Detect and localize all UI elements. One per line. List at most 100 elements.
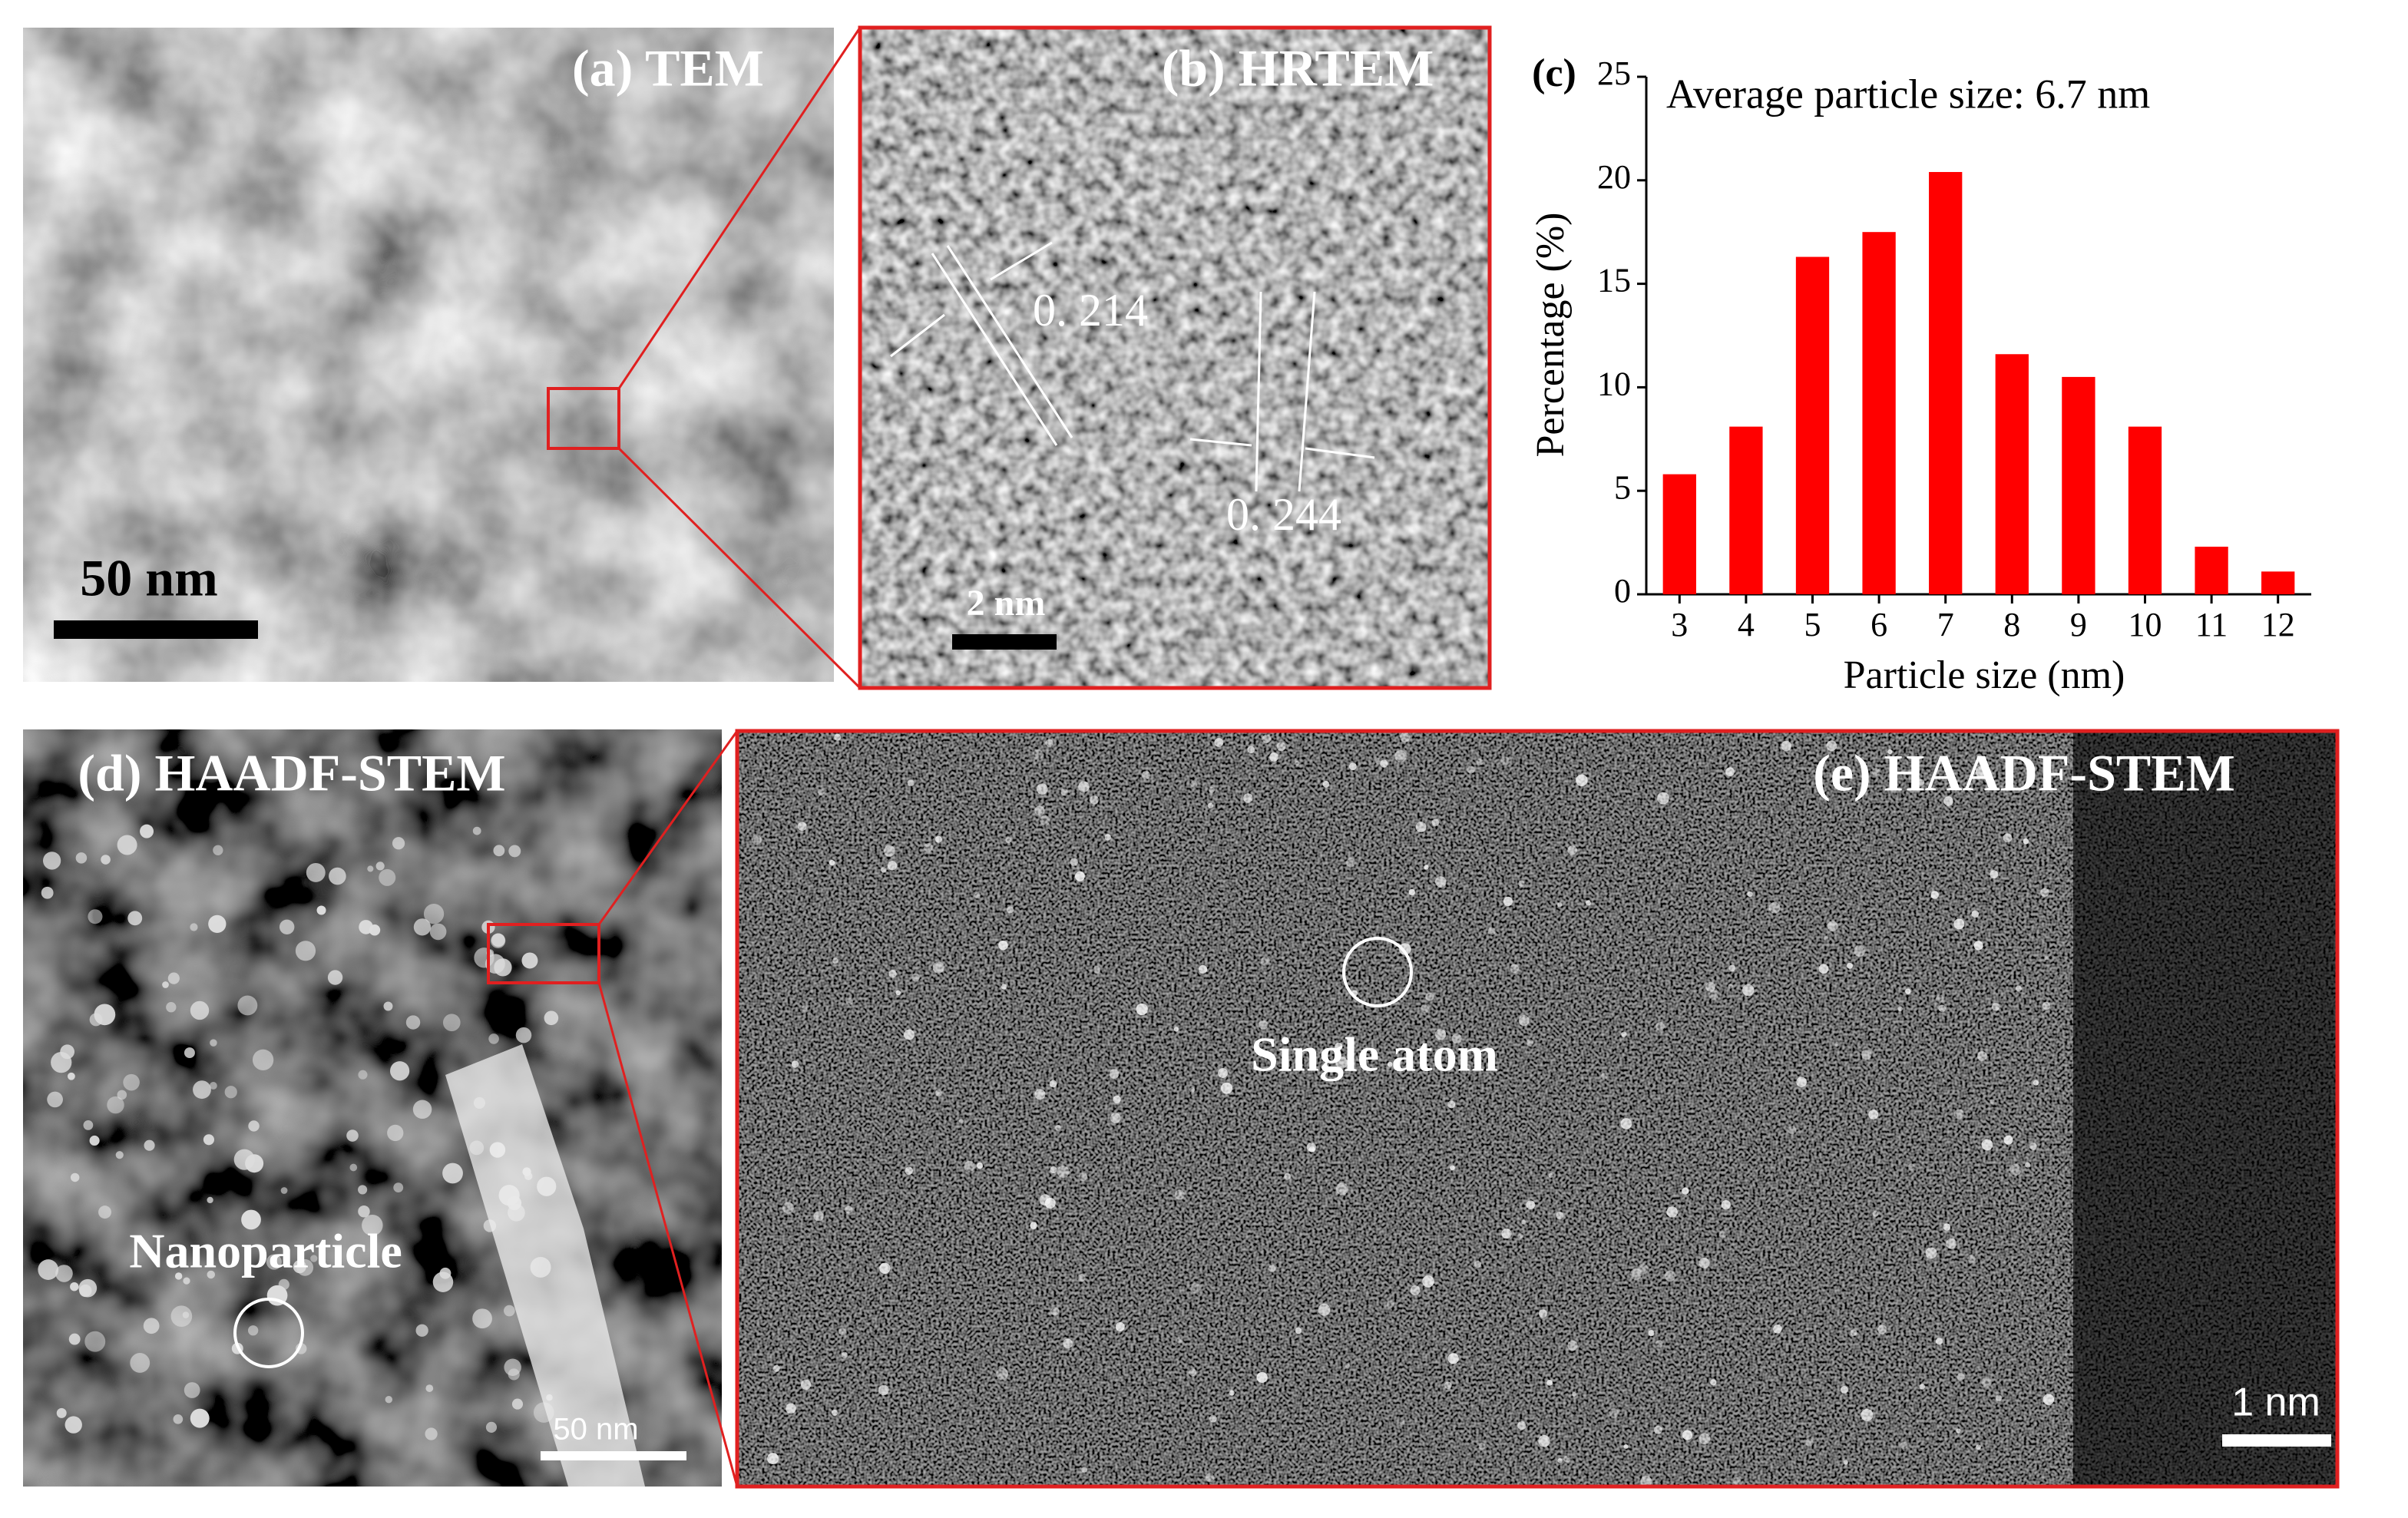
atom [1005,837,1012,844]
x-tick-label: 12 [2261,606,2295,643]
particle [170,1305,193,1328]
atom [1818,964,1829,974]
atom [1450,1165,1455,1171]
atom [834,733,842,741]
atom [1262,734,1272,743]
atom [2043,1394,2055,1405]
atom [1050,1307,1060,1316]
atom [1007,906,1014,914]
atom [1049,1080,1057,1088]
atom [1260,956,1270,966]
particle [503,1305,515,1317]
atom [1990,870,1999,879]
atom [1538,1435,1550,1447]
atom [1773,1325,1782,1334]
atom [1728,964,1736,972]
particle [358,1205,370,1218]
atom [1682,1430,1693,1440]
scale-label: 50 nm [553,1413,638,1447]
particle [224,1086,237,1099]
zoom-line [597,982,739,1487]
particle [190,923,198,931]
atom [1268,1265,1276,1272]
atom [1447,1100,1456,1109]
atom [1198,964,1208,974]
atom [1269,752,1278,762]
particle [310,1255,318,1262]
particle [70,1282,79,1291]
atom [1601,1072,1608,1080]
atom [924,842,933,852]
atom [751,835,762,845]
particle [472,1308,492,1329]
atom [791,1060,799,1068]
atom [1991,1002,2000,1011]
atom [1653,1425,1662,1434]
atom [1093,965,1101,974]
particle [203,1134,215,1146]
atom [1057,1166,1070,1179]
atom [1732,1477,1742,1485]
atom [1518,1014,1530,1027]
atom [1276,742,1286,752]
atom [1077,1274,1086,1282]
atom [2044,955,2049,961]
atom [1113,1095,1121,1103]
particle [210,1039,217,1047]
atom [2009,1163,2022,1176]
atom [1422,1275,1434,1288]
atom [1335,1042,1343,1050]
atom [888,970,897,978]
atom [2042,1001,2051,1010]
atom [1044,1198,1056,1209]
particle [383,1001,393,1011]
atom [1078,1172,1088,1182]
particle [166,1002,177,1013]
x-tick-label: 7 [1937,606,1954,643]
atom [832,1409,838,1416]
atom [1847,962,1853,969]
bar [2128,426,2162,594]
particle [79,1284,92,1298]
particle [508,845,521,858]
particle [144,1139,155,1151]
atom [1976,1444,1981,1450]
atom [813,1211,824,1222]
scale-bar [541,1451,686,1460]
particle [190,1000,210,1020]
atom [801,1005,808,1012]
atom [2029,1142,2037,1150]
atom [1517,1421,1526,1430]
highlight-circle [1342,937,1413,1007]
particle [245,1154,264,1173]
atom [1742,984,1755,997]
highlight-circle [233,1298,304,1368]
particle [207,1270,216,1279]
atom [1698,1433,1711,1445]
particle [358,1185,368,1195]
atom [1981,1139,1993,1151]
atom [1609,1408,1619,1418]
atom [1190,1283,1201,1294]
atom [1435,1029,1447,1040]
particle [429,923,447,941]
panel-border [858,25,1492,690]
y-axis-label: Percentage (%) [1529,212,1573,457]
scale-bar [952,634,1057,650]
atom [1387,1061,1393,1067]
atom [958,1118,964,1124]
particle [488,1033,499,1044]
particle [379,868,396,886]
particle [209,1082,217,1090]
atom [1295,760,1300,766]
atom [1938,1004,1947,1013]
particle [98,1205,111,1219]
atom [1872,1210,1879,1217]
atom [881,867,887,873]
atom [911,973,920,982]
particle [252,1049,274,1071]
atom [1060,788,1068,796]
atom [1877,1325,1887,1334]
atom [1209,1414,1217,1423]
atom [1861,1408,1874,1421]
